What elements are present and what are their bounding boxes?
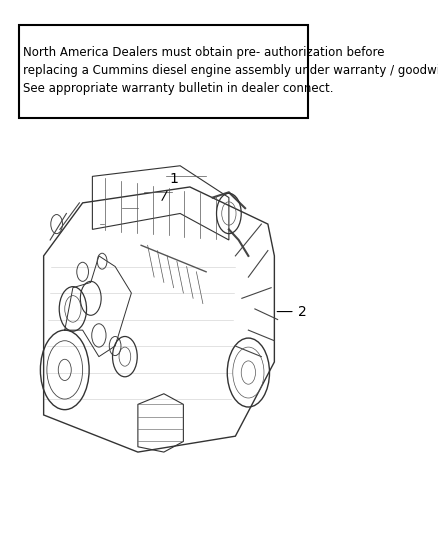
Text: North America Dealers must obtain pre- authorization before
replacing a Cummins : North America Dealers must obtain pre- a… [22,46,438,95]
FancyBboxPatch shape [19,25,308,118]
Text: 1: 1 [162,172,178,200]
Text: 2: 2 [277,304,306,319]
